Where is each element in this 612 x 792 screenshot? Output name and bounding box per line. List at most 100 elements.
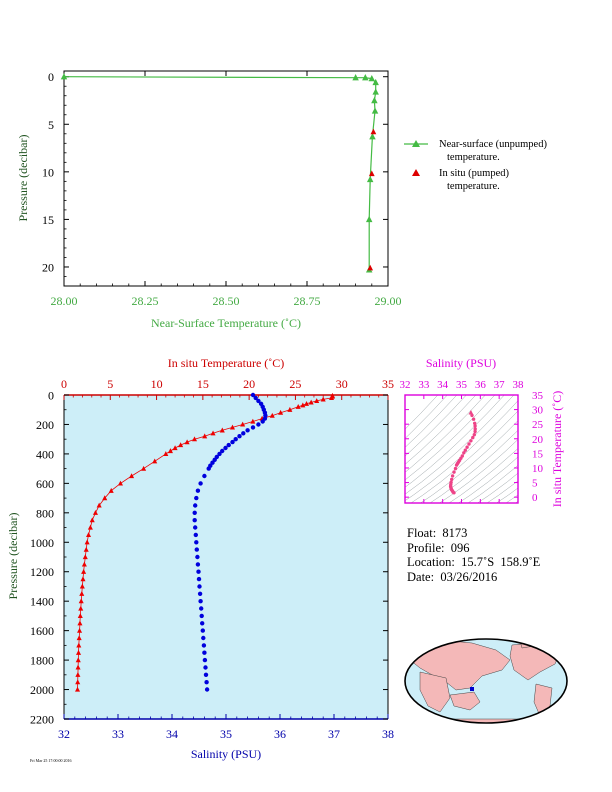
salinity-profile-point [193,503,198,508]
near-surface-y-tick-label: 0 [48,70,54,84]
temperature-profile-point [210,430,216,436]
ts-point [468,409,474,415]
ts-density-contour-line [429,429,518,503]
unpumped-temperature-point [369,133,376,140]
temperature-profile-point [129,473,135,479]
temperature-profile-point [172,445,178,451]
map-asia [407,639,511,691]
temperature-tick-label: 5 [107,377,113,391]
ts-density-contours [405,395,518,503]
ts-density-contour-line [458,456,518,503]
salinity-profile-point [200,628,205,633]
temperature-profile-point [202,433,208,439]
temperature-tick-label: 15 [197,377,209,391]
temperature-tick-label: 25 [289,377,301,391]
near-surface-x-tick-label: 28.00 [51,294,78,308]
ts-x-tick-label: 32 [400,379,411,391]
salinity-profile-point [194,547,199,552]
temperature-profile-point [178,442,184,448]
ts-y-tick-label: 35 [532,390,544,402]
near-surface-y-tick-label: 20 [42,260,54,274]
unpumped-temperature-point [352,74,359,81]
ts-y-tick-label: 30 [532,405,544,417]
ts-point [472,433,476,437]
ts-point [450,474,455,478]
salinity-profile-point [199,606,204,611]
ts-density-contour-line [486,480,518,503]
ts-density-contour-line [405,395,486,473]
salinity-profile-point [260,419,265,424]
temperature-tick-label: 35 [382,377,394,391]
ts-density-contour-line [439,439,518,503]
map-border [404,638,568,724]
temperature-profile-point [320,396,326,402]
salinity-tick-label: 36 [274,727,286,741]
temperature-profile-point [308,399,314,405]
salinity-profile-point [195,554,200,560]
temperature-profile-point [76,635,82,641]
temperature-profile-point [76,649,82,655]
profile-chart: 0 5 10 15 20 25 30 35 32 33 34 35 36 37 38 0 200 400 600 80… [6,356,394,761]
temperature-profile-point [192,436,198,442]
temperature-profile-point [295,403,301,409]
salinity-profile-point [250,425,256,430]
unpumped-temperature-point [366,175,374,183]
salinity-profile-point [195,488,201,493]
temperature-profile-point [77,627,83,633]
unpumped-temperature-point [372,88,379,95]
temperature-profile-point [92,510,98,515]
temperature-profile-point [78,605,84,611]
salinity-profile-point [226,442,231,448]
temperature-profile-point [80,576,86,582]
temperature-profile-point [77,613,83,619]
salinity-profile-point [198,481,203,486]
temperature-profile-point [83,546,89,552]
salinity-profile-point [204,680,209,685]
near-surface-y-axis-label: Pressure (decibar) [16,135,30,222]
near-surface-x-tick-label: 28.75 [294,294,321,308]
pumped-temperature-point [370,128,377,135]
temperature-profile-point [329,395,335,401]
unpumped-temperature-point [368,75,376,82]
ts-density-contour-line [420,420,518,503]
near-surface-x-tick-label: 29.00 [375,294,402,308]
temperature-profile-point [152,458,158,464]
temperature-profile-point [75,672,81,677]
ts-point [454,463,459,467]
near-surface-chart: 28.00 28.25 28.50 28.75 29.00 0 5 10 15 20 Near-S… [16,70,402,330]
unpumped-temperature-point [365,215,373,223]
legend-unpumped-label: Near-surface (unpumped) [439,139,547,150]
pressure-tick-label: 2000 [30,683,54,697]
profile-plot-area [64,395,388,719]
salinity-tick-label: 33 [112,727,124,741]
ts-point [471,417,476,421]
salinity-profile-point [253,395,258,401]
ts-density-contour-line [477,472,518,503]
unpumped-temperature-point [372,78,379,86]
temperature-profile-point [269,412,275,418]
ts-x-tick-label: 34 [437,379,449,391]
unpumped-temperature-point [371,96,378,104]
salinity-profile-point [217,451,222,457]
temperature-profile-point [278,409,284,415]
salinity-profile-point [203,665,208,670]
location: Location: 15.7˚S 158.9˚E [407,555,541,570]
ts-y-tick-label: 20 [532,434,544,446]
ts-y-axis-label: In situ Temperature (˚C) [550,391,564,508]
temperature-profile-point [141,465,147,471]
ts-density-contour-line [405,395,496,481]
ts-point [467,442,471,446]
salinity-profile-point [199,613,204,619]
temperature-profile-point [75,657,81,663]
ts-point [473,421,477,425]
temperature-profile-point [86,532,92,538]
salinity-profile-point [195,562,201,567]
float-location-marker [470,687,474,691]
salinity-profile-point [220,448,225,454]
salinity-tick-label: 34 [166,727,178,741]
salinity-profile-point [250,392,256,398]
ts-point [463,448,467,452]
temperature-tick-label: 30 [336,377,348,391]
temperature-profile-point [184,439,190,445]
